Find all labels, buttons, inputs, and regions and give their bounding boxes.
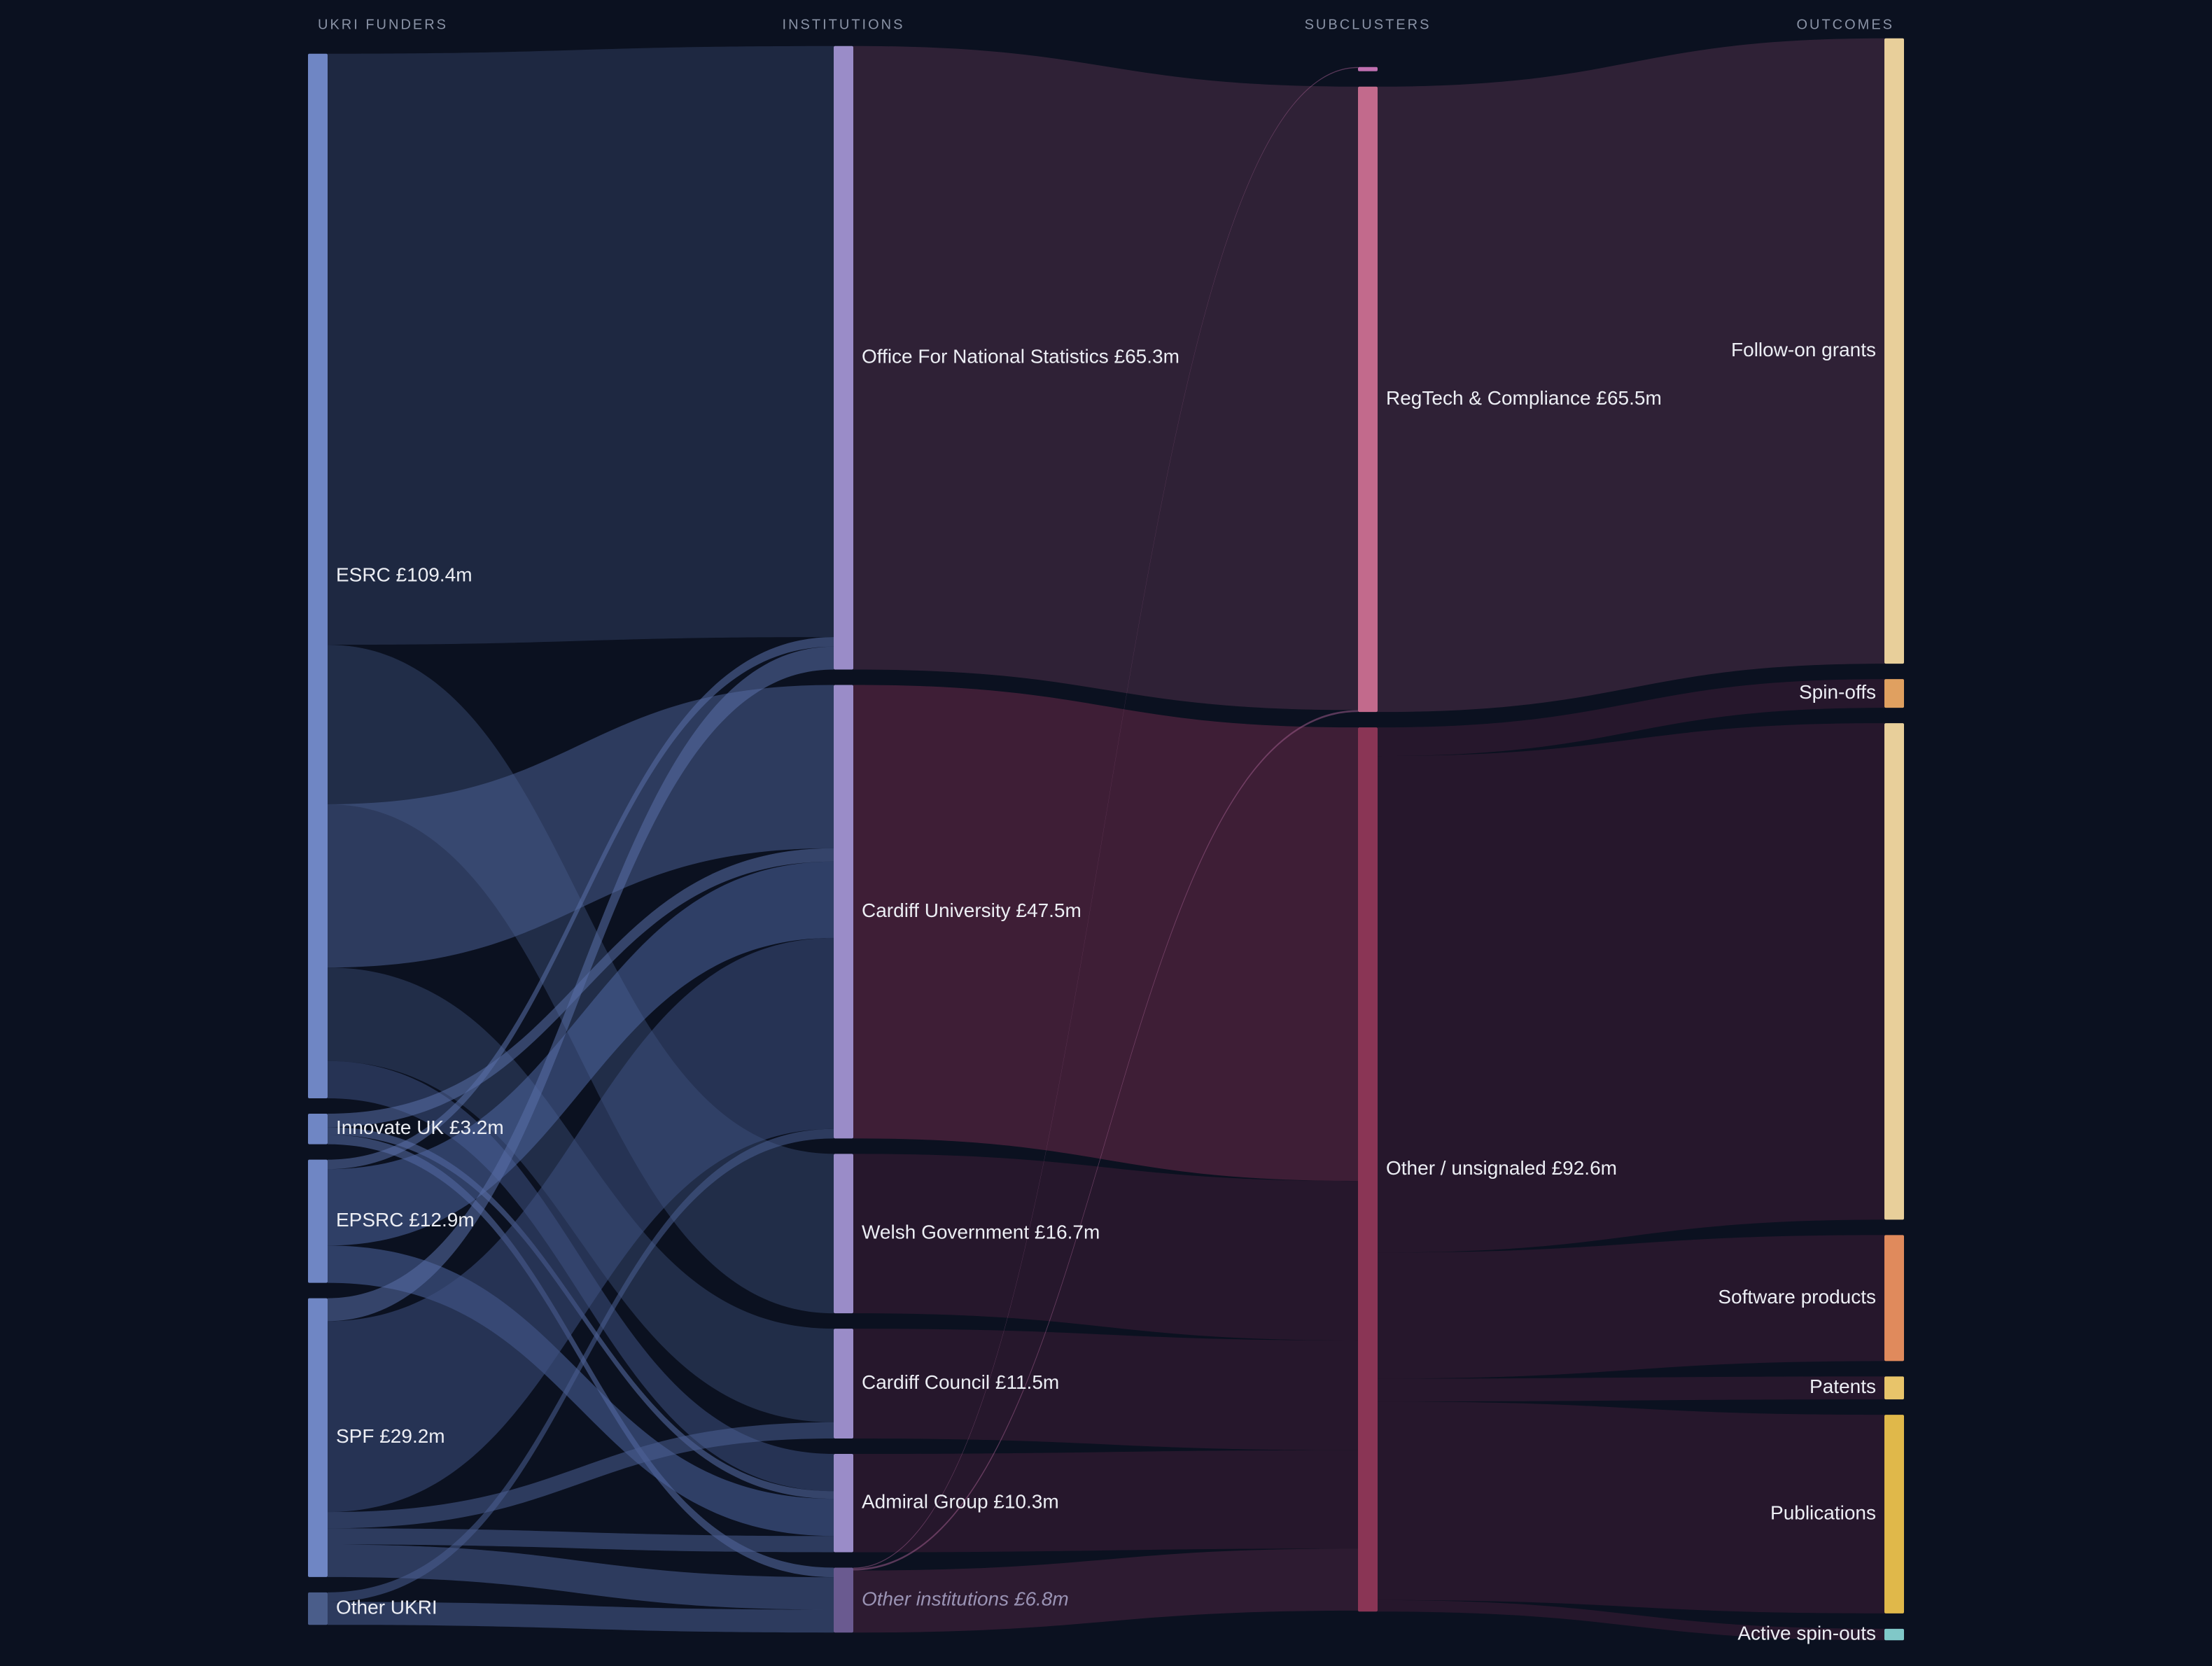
links	[328, 38, 1884, 1641]
column-header: OUTCOMES	[1796, 17, 1894, 32]
node	[1884, 1376, 1904, 1400]
node-label: Admiral Group £10.3m	[862, 1491, 1059, 1513]
link	[1378, 723, 1884, 1253]
node-label: SPF £29.2m	[336, 1425, 445, 1447]
link	[328, 1602, 834, 1633]
link	[328, 1245, 834, 1536]
column-header: UKRI FUNDERS	[318, 17, 448, 32]
node	[1358, 727, 1378, 1612]
link	[328, 1528, 834, 1553]
link	[1378, 679, 1884, 757]
node	[834, 1154, 853, 1314]
node-label: Spin-offs	[1799, 681, 1876, 703]
node-label: ESRC £109.4m	[336, 564, 472, 585]
node-label: Other UKRI	[336, 1596, 438, 1618]
node	[1884, 1235, 1904, 1362]
node-label: Other institutions £6.8m	[862, 1588, 1069, 1609]
column-header: INSTITUTIONS	[783, 17, 905, 32]
link	[328, 1128, 834, 1602]
link	[1378, 1376, 1884, 1402]
link	[328, 1422, 834, 1529]
link	[328, 861, 834, 1246]
node	[1884, 679, 1904, 708]
node-label: EPSRC £12.9m	[336, 1209, 475, 1231]
node	[308, 1298, 328, 1577]
link	[1378, 1235, 1884, 1379]
node-label: Cardiff University £47.5m	[862, 899, 1082, 921]
link	[853, 710, 1358, 1571]
node	[308, 1113, 328, 1144]
link	[853, 1329, 1358, 1450]
link	[853, 66, 1358, 1569]
node-label: RegTech & Compliance £65.5m	[1386, 387, 1662, 409]
node	[834, 1453, 853, 1553]
link	[1378, 38, 1884, 713]
node-label: Software products	[1718, 1286, 1876, 1308]
node	[834, 46, 853, 670]
nodes	[308, 38, 1904, 1641]
node	[308, 53, 328, 1098]
link	[853, 1548, 1358, 1633]
node	[1358, 86, 1378, 713]
node	[834, 1329, 853, 1438]
node-label: Follow-on grants	[1731, 339, 1876, 360]
column-header: SUBCLUSTERS	[1305, 17, 1432, 32]
link	[853, 1154, 1358, 1340]
link	[328, 646, 834, 1322]
node	[1884, 723, 1904, 1220]
node-label: Other / unsignaled £92.6m	[1386, 1157, 1617, 1179]
node-label: Welsh Government £16.7m	[862, 1222, 1100, 1243]
node	[308, 1592, 328, 1625]
node	[1884, 1415, 1904, 1614]
node-label: Patents	[1809, 1376, 1876, 1397]
node	[308, 1159, 328, 1283]
link	[853, 685, 1358, 1182]
link	[1378, 1401, 1884, 1614]
link	[328, 46, 834, 645]
node	[834, 1567, 853, 1633]
labels: UKRI FUNDERS ESRC £109.4m Innovate UK £3.2…	[318, 17, 1894, 1644]
link	[1378, 1600, 1884, 1641]
node-label: Cardiff Council £11.5m	[862, 1371, 1059, 1393]
link	[328, 637, 834, 1170]
link	[328, 1134, 834, 1578]
link	[328, 685, 834, 968]
node	[1884, 38, 1904, 664]
node-label: Publications	[1770, 1502, 1876, 1523]
link	[328, 1544, 834, 1610]
link	[853, 1450, 1358, 1553]
node	[1884, 1628, 1904, 1641]
node	[1358, 66, 1378, 71]
node-label: Innovate UK £3.2m	[336, 1116, 504, 1138]
node-label: Active spin-outs	[1737, 1622, 1876, 1644]
node-label: Office For National Statistics £65.3m	[862, 345, 1180, 367]
node	[834, 685, 853, 1139]
link	[328, 937, 834, 1513]
link	[853, 46, 1358, 710]
